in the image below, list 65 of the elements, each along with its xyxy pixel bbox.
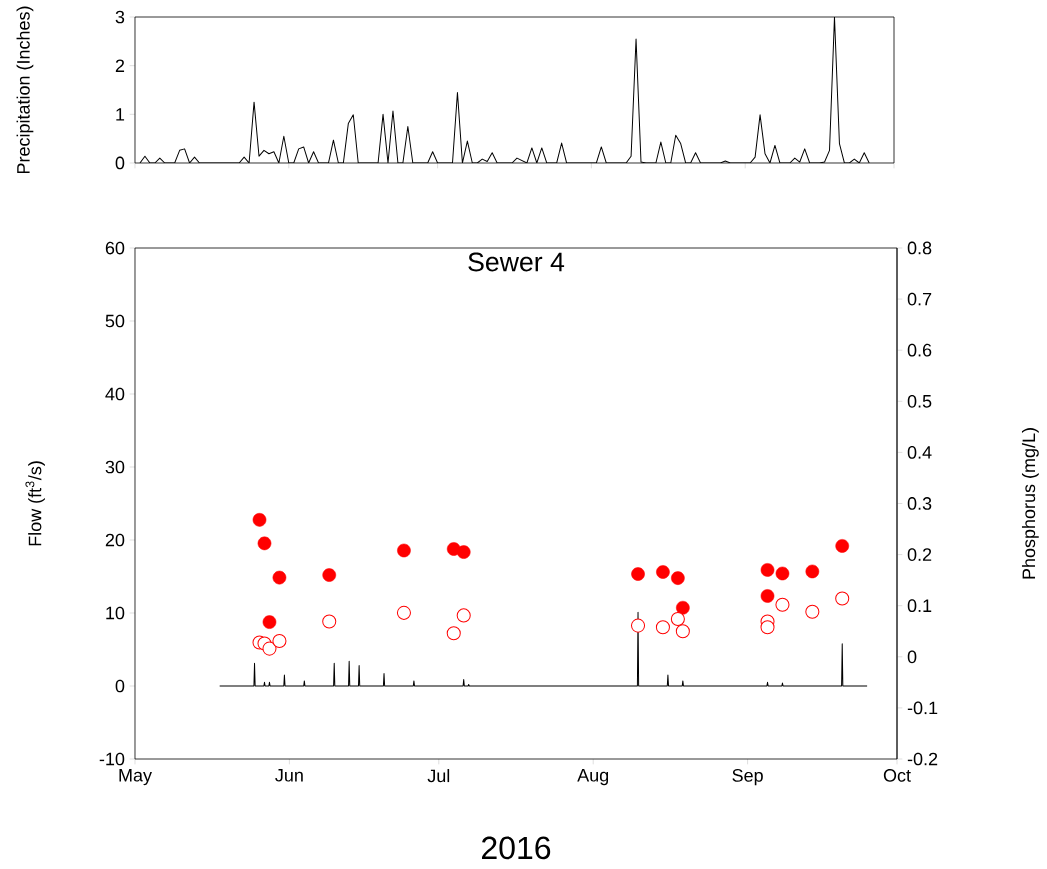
y-tick-label: 50: [105, 314, 125, 328]
point: [760, 620, 775, 635]
y2-tick-label: 0.8: [907, 241, 932, 255]
y2-axis-title: Phosphorus (mg/L): [1021, 428, 1039, 579]
y2-tick-label: 0.7: [907, 292, 932, 306]
y-tick-label: -10: [99, 752, 125, 766]
y-tick-label: 0: [115, 679, 125, 693]
point: [397, 543, 411, 558]
x-tick-label: May: [119, 769, 152, 786]
point: [675, 624, 690, 639]
point: [670, 611, 685, 627]
point: [760, 563, 775, 577]
point: [760, 589, 775, 603]
point: [262, 641, 277, 656]
y2-tick-label: 0.2: [907, 548, 932, 561]
y-tick-label: 60: [105, 241, 125, 255]
x-axis-title: 2016: [482, 836, 551, 860]
x-tick-label: Aug: [577, 769, 609, 786]
point: [805, 604, 820, 619]
y2-tick-label: 0.5: [907, 394, 932, 408]
y2-tick-label: 0: [907, 650, 917, 664]
y-tick-label: 2: [115, 59, 125, 72]
point: [272, 570, 287, 585]
point: [775, 597, 790, 612]
y2-tick-label: -0.1: [907, 701, 938, 715]
point: [805, 564, 820, 579]
point: [262, 615, 277, 629]
point: [655, 620, 670, 635]
y-tick-label: 20: [105, 533, 125, 547]
x-tick-label: Jun: [275, 769, 303, 782]
point: [656, 565, 670, 579]
point: [456, 545, 471, 559]
point: [631, 567, 645, 581]
y-tick-label: 0: [115, 156, 125, 170]
y-tick-label: 30: [105, 460, 125, 474]
point: [676, 600, 690, 615]
point: [396, 605, 411, 620]
point: [630, 618, 646, 633]
point: [322, 614, 337, 629]
y-tick-label: 1: [116, 108, 125, 121]
point: [835, 591, 850, 606]
y-axis-title: Precipitation (Inches): [16, 6, 34, 174]
line-series: [219, 611, 868, 687]
point: [272, 633, 287, 648]
y2-tick-label: 0.3: [907, 497, 932, 510]
x-tick-label: Oct: [883, 769, 911, 782]
point: [446, 626, 461, 641]
y-tick-label: 40: [105, 387, 125, 401]
x-tick-label: Jul: [427, 769, 450, 783]
point: [322, 568, 337, 582]
point: [775, 566, 790, 581]
chart-title: Sewer 4: [468, 252, 565, 272]
x-tick-label: Sep: [732, 769, 763, 786]
point: [456, 608, 471, 623]
y2-tick-label: 0.1: [907, 599, 932, 613]
y2-tick-label: 0.4: [907, 446, 932, 459]
point: [257, 536, 272, 551]
point: [252, 513, 267, 527]
point: [835, 539, 850, 553]
y-tick-label: 3: [115, 10, 125, 24]
y-axis-title: Flow (ft$^{3}$/s): [25, 461, 45, 546]
y2-tick-label: 0.6: [907, 343, 932, 357]
point: [671, 571, 685, 585]
y-tick-label: 10: [106, 606, 125, 620]
y2-tick-label: -0.2: [907, 752, 938, 766]
